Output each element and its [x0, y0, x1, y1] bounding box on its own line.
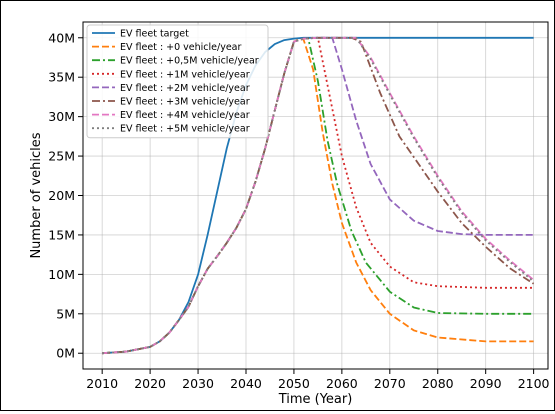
y-axis-ticks: 0M 5M 10M 15M 20M 25M 30M 35M 40M: [48, 30, 83, 361]
x-axis-ticks: 2010 2020 2030 2040 2050 2060 2070 2080 2090 2100: [86, 369, 550, 391]
y-tick-label: 25M: [48, 149, 75, 164]
series-line-7: [102, 36, 535, 355]
legend-label: EV fleet target: [120, 29, 189, 40]
legend: EV fleet target EV fleet : +0 vehicle/yea…: [86, 24, 269, 139]
legend-label: EV fleet : +0 vehicle/year: [120, 42, 242, 53]
y-tick-label: 0M: [56, 346, 75, 361]
y-tick-label: 30M: [48, 109, 75, 124]
y-tick-label: 35M: [48, 70, 75, 85]
x-tick-label: 2070: [374, 376, 406, 391]
legend-label: EV fleet : +5M vehicle/year: [120, 124, 250, 135]
x-tick-label: 2050: [278, 376, 310, 391]
x-tick-label: 2080: [422, 376, 454, 391]
y-tick-label: 40M: [48, 30, 75, 45]
series-lines: [102, 36, 535, 355]
legend-label: EV fleet : +1M vehicle/year: [120, 69, 250, 80]
y-axis-label: Number of vehicles: [29, 132, 44, 258]
legend-box: [86, 24, 269, 139]
x-tick-label: 2030: [182, 376, 214, 391]
legend-label: EV fleet : +0,5M vehicle/year: [120, 56, 259, 67]
legend-label: EV fleet : +2M vehicle/year: [120, 83, 250, 94]
y-tick-label: 10M: [48, 267, 75, 282]
x-tick-label: 2090: [470, 376, 502, 391]
x-tick-label: 2020: [134, 376, 166, 391]
y-tick-label: 5M: [56, 306, 75, 321]
x-tick-label: 2010: [86, 376, 118, 391]
x-tick-label: 2100: [518, 376, 550, 391]
legend-label: EV fleet : +3M vehicle/year: [120, 97, 250, 108]
x-axis-label: Time (Year): [278, 392, 353, 407]
y-tick-label: 20M: [48, 188, 75, 203]
x-tick-label: 2060: [326, 376, 358, 391]
x-tick-label: 2040: [230, 376, 262, 391]
y-tick-label: 15M: [48, 227, 75, 242]
legend-label: EV fleet : +4M vehicle/year: [120, 110, 250, 121]
